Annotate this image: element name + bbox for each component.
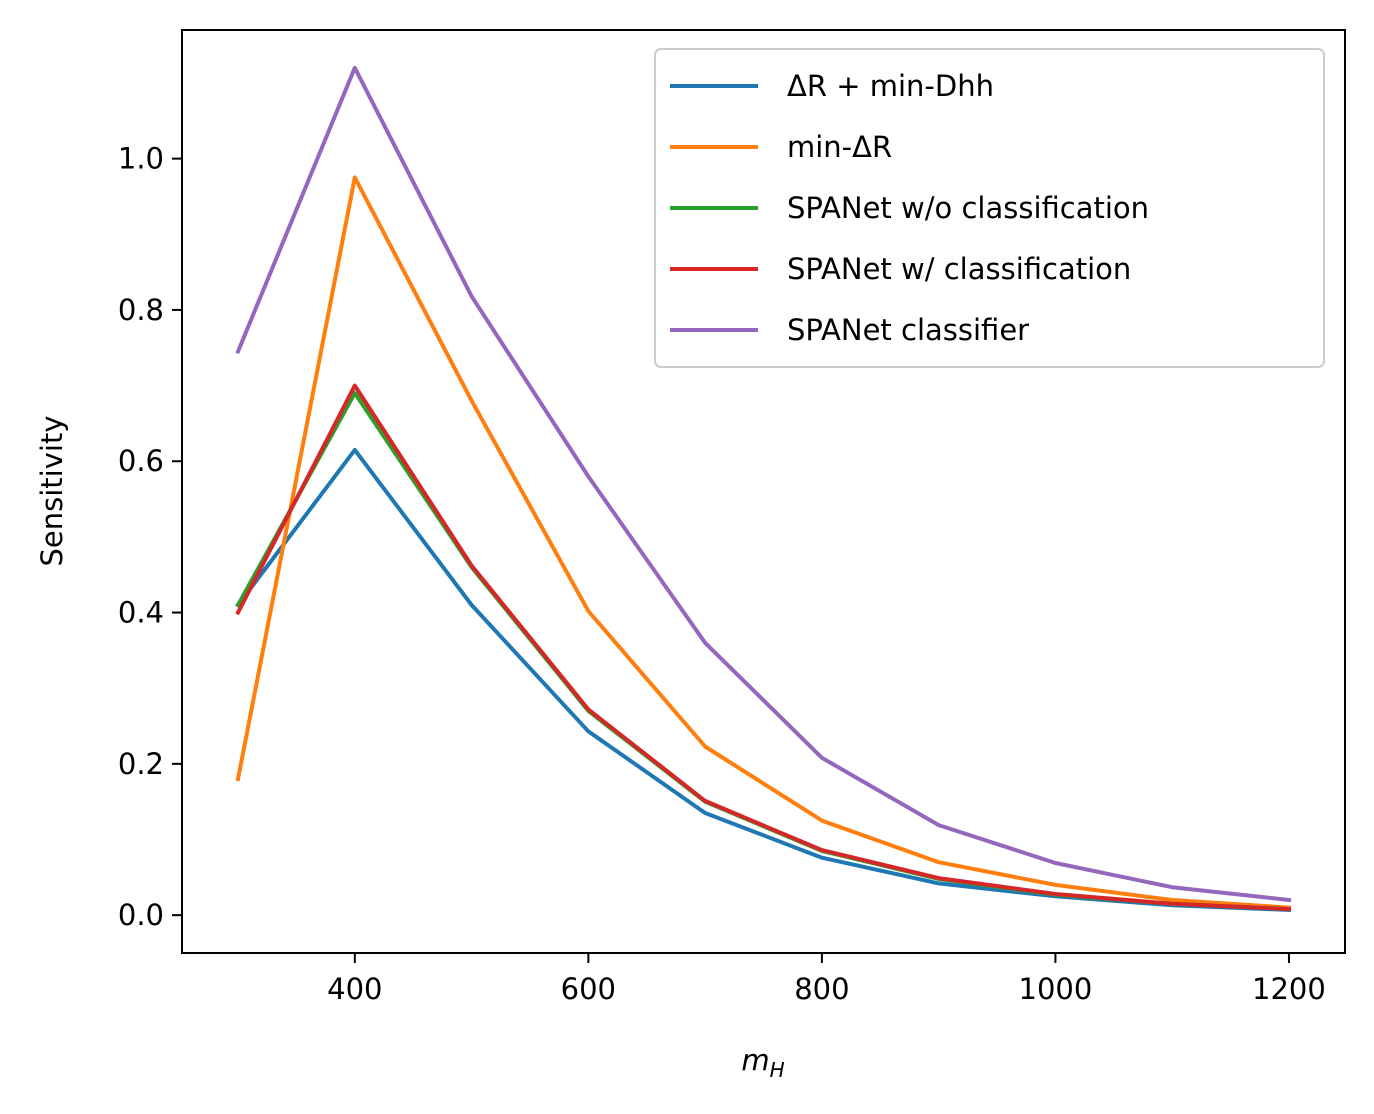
x-tick-label-3: 1000 <box>1019 972 1093 1006</box>
x-axis-ticks: 400 600 800 1000 1200 <box>327 953 1326 1006</box>
x-axis-label: mH <box>741 1043 784 1082</box>
series-line-3 <box>235 383 1292 912</box>
y-tick-label-4: 0.8 <box>118 293 164 327</box>
legend-box <box>654 48 1325 368</box>
x-axis-label-subscript: H <box>770 1058 785 1082</box>
x-tick-label-4: 1200 <box>1252 972 1326 1006</box>
legend-label-2: SPANet w/o classification <box>787 191 1149 225</box>
y-tick-label-2: 0.4 <box>118 596 164 630</box>
y-tick-label-5: 1.0 <box>118 142 164 176</box>
y-axis-label: Sensitivity <box>35 416 69 567</box>
series-layer <box>235 65 1292 912</box>
y-tick-label-3: 0.6 <box>118 444 164 478</box>
x-tick-label-1: 600 <box>561 972 616 1006</box>
x-axis-label-base: m <box>741 1043 769 1077</box>
x-tick-label-2: 800 <box>794 972 849 1006</box>
legend-label-0: ΔR + min-Dhh <box>787 69 994 103</box>
legend: ΔR + min-Dhh min-ΔR SPANet w/o classificat… <box>654 48 1325 368</box>
y-tick-label-1: 0.2 <box>118 747 164 781</box>
legend-label-1: min-ΔR <box>787 130 892 164</box>
plot-frame <box>181 29 1346 954</box>
series-line-4 <box>235 65 1292 903</box>
legend-label-4: SPANet classifier <box>787 313 1029 347</box>
y-axis-ticks: 0.0 0.2 0.4 0.6 0.8 1.0 <box>118 142 182 932</box>
series-line-1 <box>235 175 1292 910</box>
legend-label-3: SPANet w/ classification <box>787 252 1131 286</box>
legend-items: ΔR + min-Dhh min-ΔR SPANet w/o classificat… <box>670 69 1149 347</box>
y-tick-label-0: 0.0 <box>118 898 164 932</box>
x-tick-label-0: 400 <box>327 972 382 1006</box>
